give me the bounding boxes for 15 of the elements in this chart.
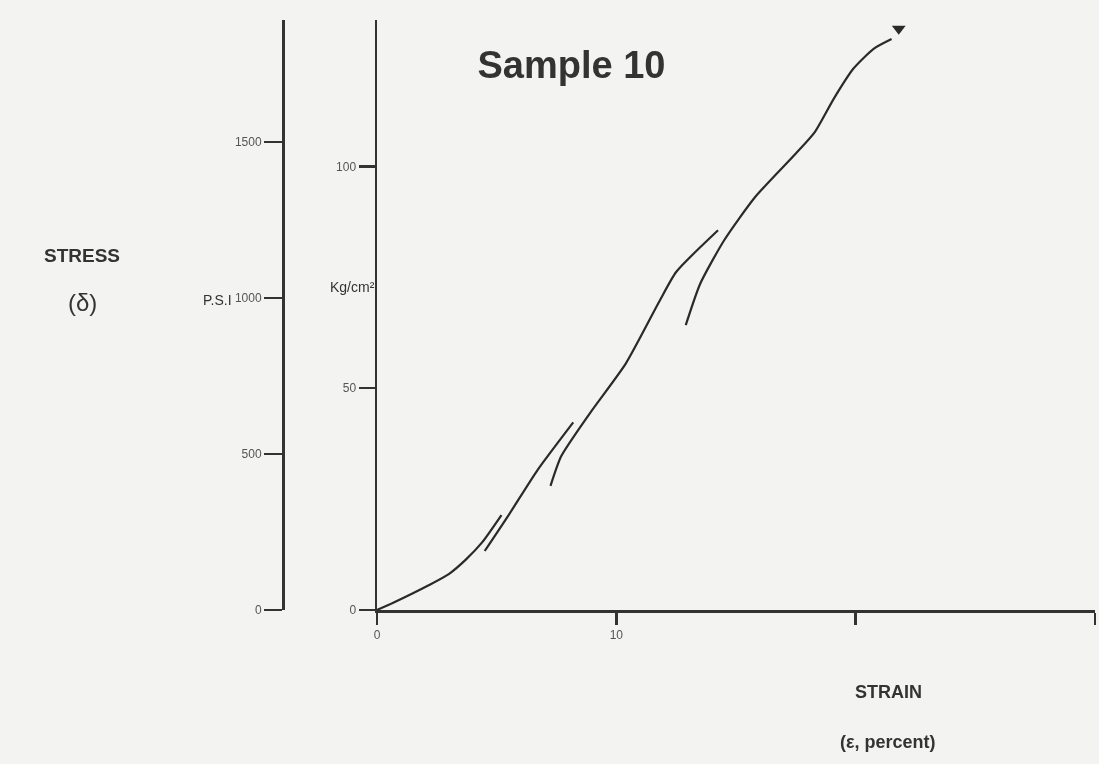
text: STRESS: [44, 245, 121, 266]
text: (δ): [68, 289, 98, 316]
text: Sample 10: [477, 44, 666, 87]
y-axis-title: Kg/cm²: [330, 279, 375, 295]
y2-tick-label: 0: [254, 603, 262, 618]
y-tick-label: 0: [349, 603, 357, 618]
y-tick-label: 50: [342, 381, 357, 396]
text: (ε, percent): [840, 732, 936, 752]
y-tick-label: 100: [336, 159, 357, 174]
y2-tick-label: 1000: [234, 291, 262, 306]
y2-tick-label: 500: [241, 447, 262, 462]
y2-axis-title: P.S.I: [203, 292, 232, 308]
y2-tick-label: 1500: [234, 135, 262, 150]
x-axis-title: STRAIN: [855, 682, 922, 702]
x-tick-label: 10: [609, 627, 624, 642]
